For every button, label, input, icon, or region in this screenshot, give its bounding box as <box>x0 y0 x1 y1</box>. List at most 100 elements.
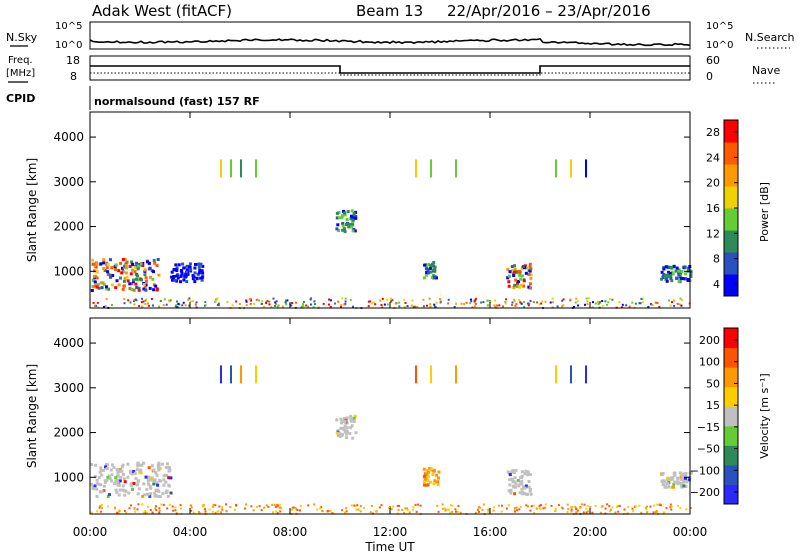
ground-scatter-cell <box>100 510 103 513</box>
echo-cell <box>507 274 511 278</box>
echo-cell <box>436 483 440 487</box>
echo-cell <box>93 474 97 478</box>
echo-cell <box>109 258 112 262</box>
ground-scatter-cell <box>479 506 482 509</box>
echo-cell <box>674 269 678 273</box>
ground-scatter-cell <box>656 302 659 304</box>
ground-scatter-cell <box>562 298 565 301</box>
echo-cell <box>682 484 686 488</box>
ground-scatter-cell <box>284 300 287 303</box>
echo-cell <box>154 494 158 498</box>
time-axis: 00:00 04:00 08:00 12:00 16:00 20:00 00:00 <box>73 112 707 539</box>
ground-scatter-cell <box>275 300 278 303</box>
echo-cell <box>128 265 132 268</box>
ground-scatter-cell <box>127 299 130 302</box>
ground-scatter-cell <box>454 508 457 511</box>
echo-cell <box>345 218 349 221</box>
ground-scatter-cell <box>679 297 682 300</box>
echo-cell <box>423 477 427 481</box>
ground-scatter-cell <box>403 298 406 301</box>
nsky-trace <box>89 38 691 47</box>
echo-cell <box>146 492 150 496</box>
echo-cell <box>111 274 115 277</box>
echo-cell <box>139 463 143 467</box>
ground-scatter-cell <box>401 508 404 511</box>
echo-cell <box>513 283 517 287</box>
echo-cell <box>143 268 147 272</box>
echo-cell <box>110 473 114 477</box>
echo-cell <box>117 483 121 487</box>
echo-cell <box>529 286 532 290</box>
ground-scatter-cell <box>275 303 277 305</box>
ground-scatter-cell <box>585 297 588 300</box>
ytick-label: 2000 <box>53 426 84 440</box>
echo-cell <box>667 270 671 274</box>
ground-scatter-cell <box>158 511 161 514</box>
echo-cell <box>174 263 178 267</box>
ground-scatter-cell <box>392 505 395 508</box>
ground-scatter-cell <box>494 305 497 308</box>
echo-cell <box>683 277 687 281</box>
echo-cell <box>106 263 110 266</box>
echo-cell <box>111 463 114 467</box>
ground-scatter-cell <box>574 505 577 508</box>
ground-scatter-cell <box>570 510 573 513</box>
ground-scatter-cell <box>229 506 232 509</box>
echo-cell <box>430 275 434 279</box>
echo-cell <box>679 271 683 275</box>
ground-scatter-cell <box>618 301 621 304</box>
ground-scatter-cell <box>103 306 105 308</box>
echo-cell <box>342 426 345 430</box>
echo-cell <box>137 479 141 483</box>
echo-cell <box>520 470 524 474</box>
echo-cell <box>507 284 511 288</box>
high-range-cell <box>455 365 457 384</box>
ground-scatter-cell <box>455 510 457 513</box>
ground-scatter-cell <box>133 303 136 306</box>
ground-scatter-cell <box>146 506 149 508</box>
colorbar-tick-label: 200 <box>699 334 720 347</box>
ground-scatter-cell <box>235 300 238 303</box>
ground-scatter-cell <box>370 504 373 507</box>
echo-cell <box>157 463 161 467</box>
echo-cell <box>146 260 149 264</box>
echo-cell <box>182 278 186 282</box>
nave-tick-top: 60 <box>706 54 720 67</box>
ground-scatter-cell <box>302 303 304 306</box>
ground-scatter-cell <box>652 511 655 514</box>
ground-scatter-cell <box>341 509 344 512</box>
echo-cell <box>121 465 124 469</box>
echo-cell <box>92 487 96 491</box>
echo-cell <box>117 269 121 273</box>
ground-scatter-cell <box>594 302 597 305</box>
ground-scatter-cell <box>337 300 340 303</box>
ground-scatter-cell <box>378 506 381 509</box>
ground-scatter-cell <box>513 300 516 303</box>
ground-scatter-cell <box>478 510 480 513</box>
ground-scatter-cell <box>192 511 195 514</box>
echo-cell <box>153 479 157 483</box>
echo-cell <box>156 488 160 492</box>
echo-cell <box>349 414 353 418</box>
echo-cell <box>156 483 160 487</box>
ground-scatter-cell <box>142 300 145 303</box>
echo-cell <box>136 462 140 466</box>
echo-cell <box>180 270 184 274</box>
ground-scatter-cell <box>473 299 476 302</box>
ground-scatter-cell <box>665 507 668 510</box>
echo-cell <box>115 279 119 283</box>
echo-cell <box>105 463 109 467</box>
echo-cell <box>108 273 112 277</box>
colorbar-tick-label: 16 <box>706 202 720 215</box>
echo-cell <box>133 270 137 274</box>
echo-cell <box>352 212 356 215</box>
echo-cell <box>423 483 427 487</box>
echo-cell <box>114 488 118 492</box>
nsearch-tick-top: 10^5 <box>706 21 733 32</box>
echo-cell <box>506 267 510 271</box>
echo-cell <box>513 480 517 484</box>
ground-scatter-cell <box>390 508 393 511</box>
echo-cell <box>349 418 353 421</box>
echo-cell <box>169 491 173 495</box>
ground-scatter-cell <box>255 298 258 301</box>
